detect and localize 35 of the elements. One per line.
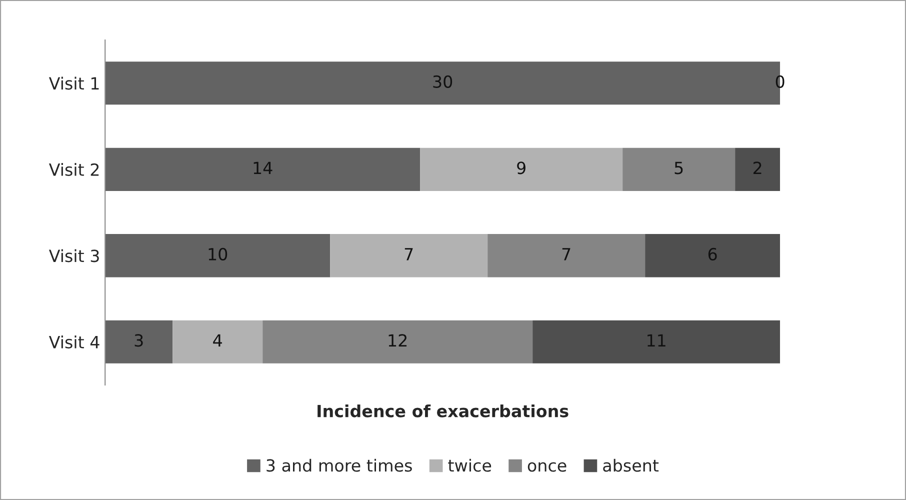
data-label: 30 [433, 75, 452, 88]
data-label: 0 [776, 75, 784, 88]
data-label: 6 [708, 248, 717, 260]
bar [262, 320, 533, 364]
y-tick-label: Visit 2 [48, 163, 99, 176]
bar [645, 234, 780, 278]
bar [105, 148, 420, 191]
data-label: 12 [388, 334, 407, 346]
bar [172, 320, 263, 364]
data-label: 9 [517, 162, 526, 174]
data-label: 7 [562, 248, 570, 260]
bar [420, 148, 623, 191]
y-tick-label: Visit 1 [48, 76, 99, 90]
data-label: 14 [254, 162, 272, 174]
bar [532, 320, 780, 364]
y-tick-label: Visit 4 [48, 336, 100, 348]
bar [488, 234, 646, 278]
data-label: 10 [208, 248, 228, 260]
legend-label: absent [603, 458, 659, 472]
data-label: 4 [213, 334, 222, 346]
x-axis-title: Incidence of exacerbations [318, 404, 568, 418]
data-label: 11 [648, 334, 666, 346]
bar [330, 234, 488, 278]
data-label: 5 [674, 162, 683, 174]
data-label: 2 [753, 162, 762, 174]
bar [735, 148, 780, 191]
bar [105, 320, 173, 364]
y-tick-label: Visit 3 [48, 249, 99, 262]
bar [105, 234, 330, 278]
legend-label: once [528, 462, 566, 472]
bar [622, 148, 736, 191]
legend-label: 3 and more times [266, 458, 412, 472]
data-label: 3 [134, 334, 143, 347]
data-label: 7 [404, 248, 413, 260]
legend-label: twice [448, 458, 492, 472]
